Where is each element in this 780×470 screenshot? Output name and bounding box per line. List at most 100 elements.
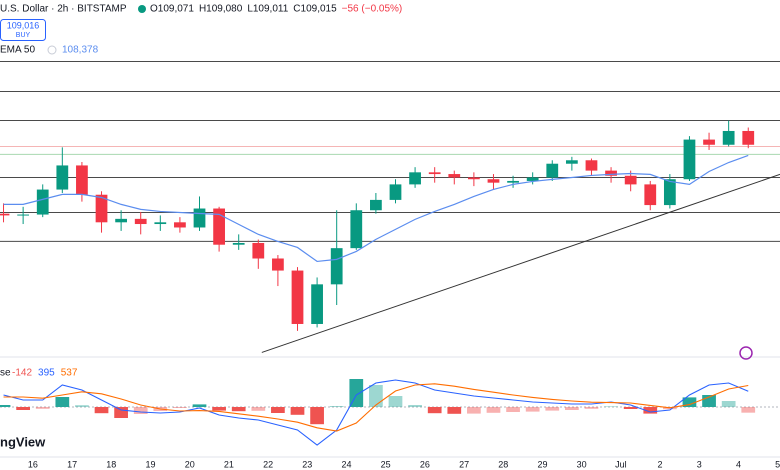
candle-body	[174, 222, 186, 228]
candle-body	[272, 258, 284, 271]
candle-body	[95, 194, 108, 223]
ohlc-value: −56 (−0.05%)	[342, 4, 403, 15]
x-tick-label: 25	[381, 459, 391, 469]
ohlc-value: C109,015	[293, 4, 337, 15]
histogram-bar	[173, 407, 187, 408]
ema-eye[interactable]	[47, 45, 57, 55]
macd-line	[3, 379, 749, 446]
histogram-bar	[741, 407, 756, 413]
replay-icon[interactable]	[739, 346, 753, 360]
x-tick-label: 23	[302, 459, 312, 469]
candle-body	[134, 218, 147, 225]
x-tick-label: 24	[341, 459, 351, 469]
trend-line	[261, 173, 780, 353]
histogram-bar	[192, 404, 207, 407]
histogram-bar	[16, 407, 30, 410]
buy-label: BUY	[16, 32, 31, 39]
histogram-bar	[271, 407, 285, 413]
legend: U.S. Dollar · 2h · BITSTAMP 109,016 BUY …	[0, 4, 753, 449]
x-tick-label: 19	[146, 459, 156, 469]
watermark: ngView	[0, 434, 46, 449]
x-tick-label: 28	[498, 459, 508, 469]
histogram-bar	[721, 401, 736, 407]
histogram-bar	[447, 407, 462, 414]
buy-box[interactable]	[0, 19, 46, 41]
x-tick-label: 3	[697, 459, 702, 469]
histogram-bar	[408, 405, 422, 407]
histogram-bar	[251, 407, 266, 411]
candle-body	[663, 179, 676, 206]
candle-body	[291, 270, 304, 324]
candle-body	[585, 160, 598, 171]
ema-name: EMA 50	[0, 45, 35, 56]
x-tick-label: 16	[28, 459, 38, 469]
candle-body	[703, 139, 715, 145]
chart-title: U.S. Dollar · 2h · BITSTAMP	[0, 4, 127, 15]
histogram-bar	[486, 407, 501, 413]
histogram-bar	[643, 407, 658, 414]
x-tick-label: 17	[67, 459, 77, 469]
histogram-bar	[75, 405, 89, 407]
candle-body	[115, 218, 127, 223]
candle-body	[526, 177, 539, 181]
candle-body	[36, 189, 49, 215]
x-tick-label: 5	[775, 459, 780, 469]
histogram-bar	[467, 407, 481, 414]
histogram-bar	[682, 397, 697, 407]
candle-body	[0, 213, 10, 216]
ema-value: 108,378	[62, 45, 99, 56]
candle-body	[428, 172, 441, 175]
macd-pane	[0, 379, 780, 446]
macd-name: se	[0, 368, 11, 379]
histogram-bar	[604, 406, 618, 407]
candle-body	[683, 139, 696, 180]
candle-body	[154, 222, 167, 225]
candle-body	[722, 130, 735, 145]
histogram-bar	[231, 407, 246, 412]
histogram-bar	[55, 397, 70, 407]
ema-line	[3, 154, 749, 263]
candle-body	[468, 177, 480, 180]
candle-body	[605, 170, 617, 176]
histogram-bar	[0, 405, 11, 407]
x-tick-label: 22	[263, 459, 273, 469]
histogram-bar	[623, 407, 638, 409]
histogram-bar	[290, 407, 305, 415]
candle-body	[76, 165, 88, 195]
candle-body	[624, 175, 637, 185]
histogram-bar	[427, 407, 442, 414]
candle-body	[252, 242, 265, 259]
histogram-bar	[94, 407, 109, 414]
macd-value: 395	[38, 368, 55, 379]
candle-body	[507, 180, 519, 183]
histogram-bar	[506, 407, 520, 412]
candle-body	[409, 172, 421, 185]
candle-body	[565, 160, 578, 164]
histogram-bar	[525, 407, 540, 412]
candle-body	[487, 179, 500, 183]
histogram-bar	[133, 407, 148, 414]
ohlc-value: L109,011	[247, 4, 288, 15]
histogram-bar	[388, 396, 403, 407]
buy-price: 109,016	[7, 20, 40, 30]
histogram-bar	[212, 407, 226, 411]
histogram-bar	[35, 407, 50, 409]
histogram-bar	[310, 407, 324, 425]
x-tick-label: Jul	[615, 459, 627, 469]
status-dot	[138, 5, 146, 13]
histogram-bar	[565, 407, 579, 410]
x-tick-label: 20	[185, 459, 195, 469]
x-tick-label: 29	[537, 459, 547, 469]
candle-body	[17, 214, 30, 216]
ohlc-value: H109,080	[199, 4, 243, 15]
candle-body	[330, 248, 343, 285]
histogram-bar	[369, 385, 383, 407]
candle-body	[370, 199, 382, 211]
histogram-bar	[329, 406, 344, 407]
x-tick-label: 2	[658, 459, 663, 469]
macd-line	[3, 383, 749, 432]
x-tick-label: 26	[420, 459, 430, 469]
histogram-bar	[584, 407, 599, 409]
